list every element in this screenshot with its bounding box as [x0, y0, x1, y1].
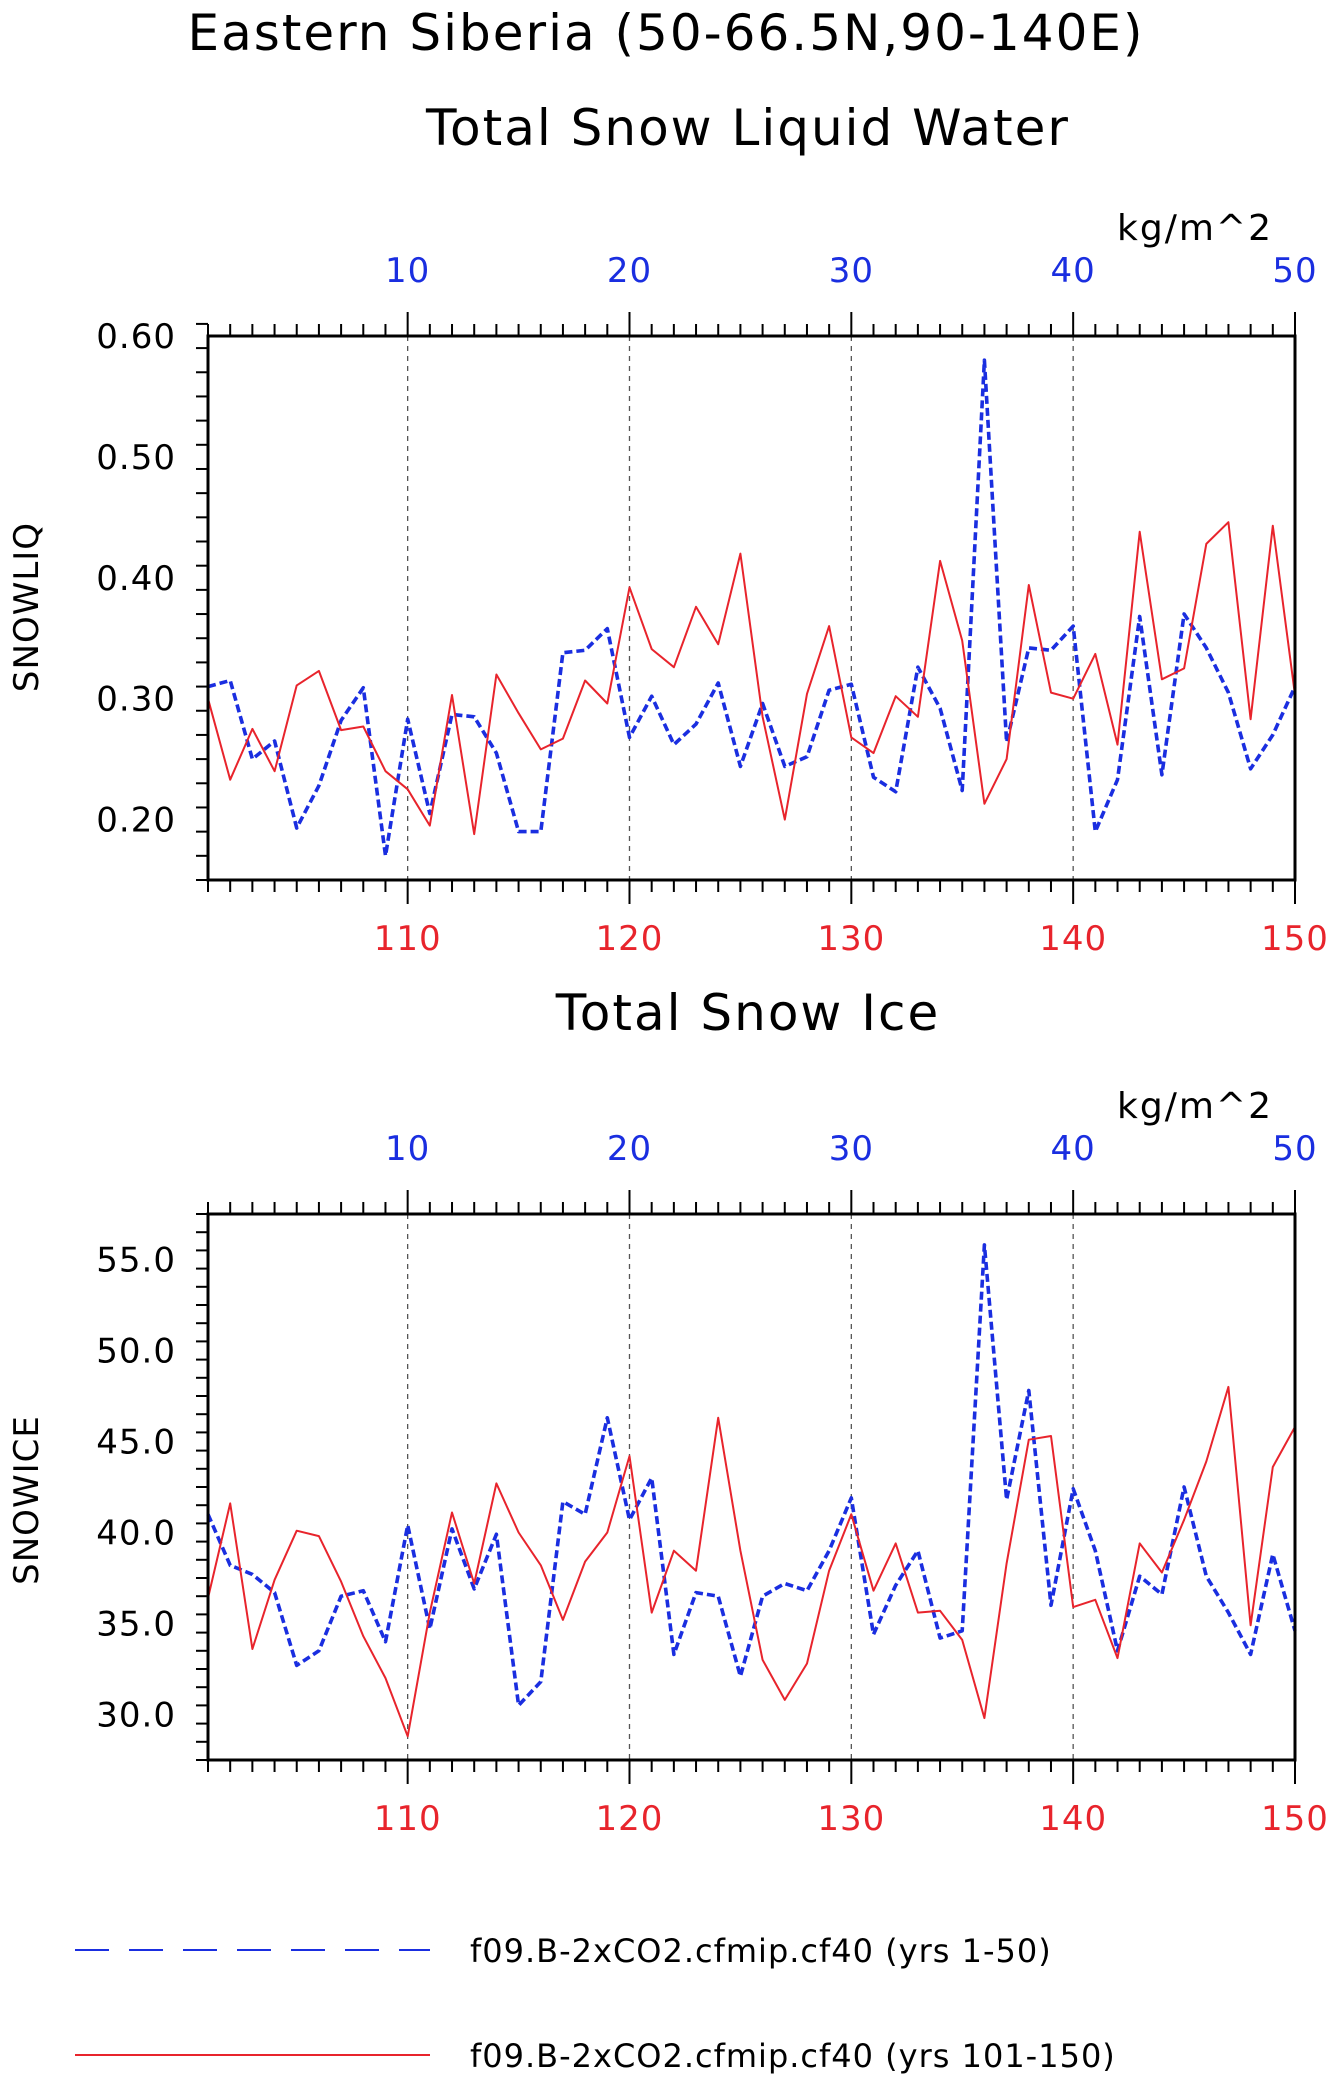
panel-title-snowice: Total Snow Ice	[555, 984, 940, 1042]
top-tick-label: 20	[607, 251, 652, 291]
y-tick-label: 55.0	[96, 1241, 176, 1281]
legend: f09.B-2xCO2.cfmip.cf40 (yrs 1-50) f09.B-…	[75, 1932, 1116, 2075]
units-label-snowliq: kg/m^2	[1117, 208, 1273, 249]
bottom-tick-label: 120	[596, 919, 664, 959]
bottom-tick-label: 110	[374, 919, 442, 959]
figure-title: Eastern Siberia (50-66.5N,90-140E)	[187, 4, 1144, 62]
top-tick-label: 50	[1272, 251, 1317, 291]
y-tick-label: 0.50	[96, 438, 176, 478]
y-tick-label: 35.0	[96, 1605, 176, 1645]
y-axis-label-snowice: SNOWICE	[7, 1415, 47, 1585]
top-tick-label: 20	[607, 1129, 652, 1169]
series-line-yrs-1-50	[207, 358, 1297, 858]
y-tick-label: 0.30	[96, 680, 176, 720]
legend-label-yrs-101-150: f09.B-2xCO2.cfmip.cf40 (yrs 101-150)	[470, 2037, 1116, 2075]
bottom-tick-label: 110	[374, 1799, 442, 1839]
top-tick-label: 10	[385, 1129, 430, 1169]
bottom-tick-label: 150	[1261, 1799, 1329, 1839]
y-tick-label: 40.0	[96, 1514, 176, 1554]
y-tick-label: 0.40	[96, 559, 176, 599]
units-label-snowice: kg/m^2	[1117, 1086, 1273, 1127]
top-tick-label: 10	[385, 251, 430, 291]
y-axis-label-snowliq: SNOWLIQ	[7, 522, 47, 692]
bottom-tick-label: 140	[1039, 1799, 1107, 1839]
top-tick-label: 30	[829, 1129, 874, 1169]
legend-label-yrs-1-50: f09.B-2xCO2.cfmip.cf40 (yrs 1-50)	[470, 1932, 1052, 1970]
snow-liquid-water-panel: Total Snow Liquid Water kg/m^2 SNOWLIQ 1…	[7, 99, 1329, 959]
top-tick-label: 40	[1051, 251, 1096, 291]
panel-title-snowliq: Total Snow Liquid Water	[425, 99, 1070, 157]
y-tick-label: 50.0	[96, 1332, 176, 1372]
bottom-tick-label: 130	[817, 1799, 885, 1839]
top-tick-label: 30	[829, 251, 874, 291]
series-line-yrs-101-150	[207, 521, 1296, 836]
y-tick-label: 30.0	[96, 1696, 176, 1736]
snow-ice-panel: Total Snow Ice kg/m^2 SNOWICE 110 120 130 1…	[7, 984, 1329, 1839]
top-tick-label: 40	[1051, 1129, 1096, 1169]
y-tick-label: 45.0	[96, 1423, 176, 1463]
top-tick-label: 50	[1272, 1129, 1317, 1169]
series-line-yrs-101-150	[207, 1385, 1296, 1738]
bottom-tick-label: 120	[596, 1799, 664, 1839]
plot-frame	[206, 334, 1297, 882]
y-tick-label: 0.60	[96, 317, 176, 357]
bottom-tick-label: 150	[1261, 919, 1329, 959]
series-line-yrs-1-50	[206, 1243, 1297, 1708]
bottom-tick-label: 140	[1039, 919, 1107, 959]
bottom-tick-label: 130	[817, 919, 885, 959]
y-tick-label: 0.20	[96, 801, 176, 841]
plot-frame	[206, 1212, 1297, 1762]
